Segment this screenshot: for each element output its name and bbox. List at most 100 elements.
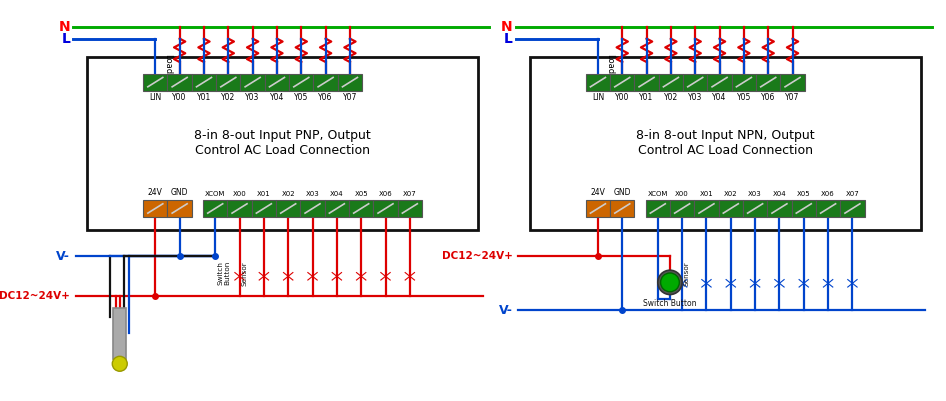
Bar [816, 200, 840, 217]
Bar [349, 200, 374, 217]
Bar [87, 57, 478, 230]
Bar [338, 74, 362, 91]
Text: 8-in 8-out Input NPN, Output
Control AC Load Connection: 8-in 8-out Input NPN, Output Control AC … [636, 130, 815, 158]
Text: Y06: Y06 [319, 93, 333, 102]
Bar [289, 74, 313, 91]
Text: X05: X05 [355, 191, 368, 197]
Bar [374, 200, 397, 217]
Bar [143, 200, 167, 217]
Bar [586, 74, 610, 91]
Text: Y02: Y02 [664, 93, 678, 102]
Bar [143, 74, 167, 91]
Text: Y05: Y05 [294, 93, 308, 102]
Bar [840, 200, 865, 217]
Bar [167, 74, 192, 91]
Text: X00: X00 [675, 191, 689, 197]
Text: Y01: Y01 [197, 93, 211, 102]
Text: X06: X06 [821, 191, 835, 197]
Bar [252, 200, 276, 217]
Text: X01: X01 [700, 191, 713, 197]
Bar [780, 74, 805, 91]
Bar [240, 74, 265, 91]
Text: Y05: Y05 [737, 93, 751, 102]
Text: Y02: Y02 [221, 93, 236, 102]
Bar [192, 74, 216, 91]
Text: Load: Load [605, 54, 614, 75]
Text: X03: X03 [748, 191, 762, 197]
Bar [227, 200, 252, 217]
Bar [216, 74, 240, 91]
Text: V-: V- [57, 250, 70, 263]
Text: Switch
Button: Switch Button [217, 261, 230, 285]
Bar [397, 200, 422, 217]
Bar [530, 57, 920, 230]
Text: DC12~24V+: DC12~24V+ [442, 251, 513, 261]
Text: XCOM: XCOM [205, 191, 225, 197]
Bar [767, 200, 792, 217]
Text: Y04: Y04 [712, 93, 727, 102]
Text: X00: X00 [233, 191, 246, 197]
Bar [610, 74, 635, 91]
Bar [265, 74, 289, 91]
Text: X06: X06 [378, 191, 393, 197]
Text: X02: X02 [724, 191, 738, 197]
Text: Y04: Y04 [270, 93, 284, 102]
Text: L: L [504, 32, 513, 46]
Text: X02: X02 [281, 191, 295, 197]
Text: L: L [61, 32, 70, 46]
Text: 24V: 24V [148, 188, 163, 197]
Text: X01: X01 [257, 191, 271, 197]
Text: Y03: Y03 [245, 93, 260, 102]
Text: Y03: Y03 [688, 93, 703, 102]
Bar [610, 200, 635, 217]
Text: LIN: LIN [149, 93, 162, 102]
Text: Y07: Y07 [342, 93, 358, 102]
Text: X07: X07 [403, 191, 416, 197]
Bar [114, 308, 127, 359]
Text: Y00: Y00 [172, 93, 186, 102]
Bar [792, 200, 816, 217]
Text: Switch Button: Switch Button [643, 299, 696, 308]
Text: DC12~24V+: DC12~24V+ [0, 292, 70, 302]
Text: V-: V- [499, 304, 513, 317]
Text: N: N [501, 20, 513, 34]
Text: X07: X07 [846, 191, 859, 197]
Bar [756, 74, 780, 91]
Bar [670, 200, 694, 217]
Circle shape [113, 356, 128, 371]
Text: 24V: 24V [590, 188, 605, 197]
Bar [708, 74, 731, 91]
Bar [167, 200, 192, 217]
Bar [586, 200, 610, 217]
Text: Y06: Y06 [761, 93, 776, 102]
Text: Y07: Y07 [785, 93, 799, 102]
Text: Y00: Y00 [615, 93, 629, 102]
Bar [635, 74, 658, 91]
Text: Sensor: Sensor [684, 261, 690, 286]
Bar [743, 200, 767, 217]
Text: X04: X04 [330, 191, 343, 197]
Bar [324, 200, 349, 217]
Text: X03: X03 [306, 191, 320, 197]
Text: Y01: Y01 [639, 93, 654, 102]
Circle shape [660, 273, 679, 292]
Bar [313, 74, 338, 91]
Text: Load: Load [163, 54, 172, 75]
Circle shape [657, 270, 682, 295]
Text: X04: X04 [773, 191, 786, 197]
Bar [683, 74, 708, 91]
Text: XCOM: XCOM [648, 191, 668, 197]
Bar [645, 200, 670, 217]
Text: N: N [59, 20, 70, 34]
Bar [300, 200, 324, 217]
Bar [719, 200, 743, 217]
Text: Sensor: Sensor [241, 261, 248, 286]
Bar [658, 74, 683, 91]
Bar [203, 200, 227, 217]
Text: LIN: LIN [592, 93, 604, 102]
Bar [694, 200, 719, 217]
Bar [276, 200, 300, 217]
Text: GND: GND [171, 188, 188, 197]
Text: 8-in 8-out Input PNP, Output
Control AC Load Connection: 8-in 8-out Input PNP, Output Control AC … [194, 130, 371, 158]
Text: GND: GND [614, 188, 631, 197]
